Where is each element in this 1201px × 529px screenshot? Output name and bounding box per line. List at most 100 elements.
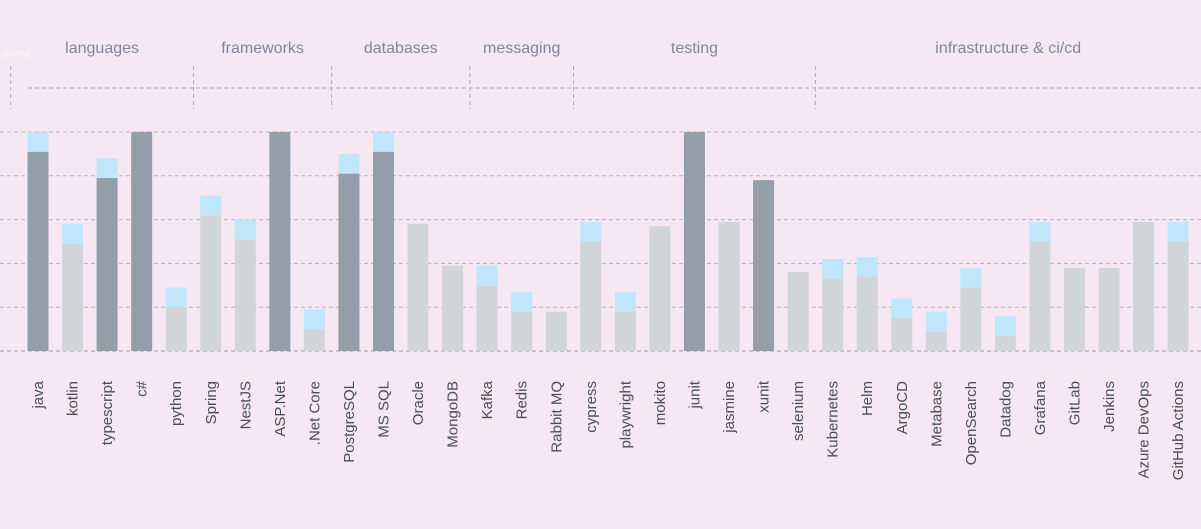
bar-30 <box>1064 267 1085 351</box>
tick-label: Spring <box>203 381 220 424</box>
tick-label: Helm <box>859 381 876 416</box>
bar-18 <box>649 226 671 351</box>
bar-6 <box>234 239 256 351</box>
tick-label: Metabase <box>928 381 945 447</box>
bar-0 <box>27 151 49 351</box>
tick-label: PostgreSQL <box>341 381 358 463</box>
bar-25 <box>891 318 913 351</box>
bar-highlight-24 <box>856 256 878 277</box>
tick-label: NestJS <box>237 381 254 429</box>
tick-label: .Net Core <box>306 381 323 445</box>
bar-13 <box>476 285 498 351</box>
bar-20 <box>718 221 740 351</box>
tick-label: Redis <box>514 381 531 419</box>
group-label: databases <box>364 40 438 57</box>
bar-2 <box>96 177 118 351</box>
tick-label: OpenSearch <box>963 381 980 465</box>
bar-highlight-33 <box>1167 221 1189 242</box>
tick-label: Kubernetes <box>825 381 842 458</box>
bar-highlight-0 <box>27 132 49 152</box>
bar-8 <box>303 329 325 351</box>
tick-label: ArgoCD <box>894 381 911 435</box>
bar-26 <box>925 331 947 351</box>
group-labels: languages frameworks databases messaging tes… <box>65 40 1081 57</box>
bar-10 <box>373 151 394 351</box>
bar-28 <box>994 335 1016 351</box>
group-label: messaging <box>483 40 560 57</box>
bar-22 <box>787 272 809 351</box>
bar-highlight-8 <box>303 309 325 330</box>
tick-label: Jenkins <box>1101 381 1118 432</box>
tick-label: ASP.Net <box>272 380 289 436</box>
bar-highlight-13 <box>476 265 498 286</box>
bars <box>27 132 1189 351</box>
tick-label: junit <box>686 380 703 409</box>
tick-label: MS SQL <box>376 381 393 438</box>
bar-highlight-14 <box>511 291 533 312</box>
bar-3 <box>131 132 153 351</box>
bar-highlight-17 <box>614 291 636 312</box>
bar-highlight-10 <box>373 132 394 152</box>
bar-highlight-29 <box>1029 221 1051 242</box>
bar-highlight-26 <box>925 311 947 332</box>
bar-21 <box>753 180 775 351</box>
bar-17 <box>614 311 636 351</box>
bar-highlight-25 <box>891 298 913 319</box>
tick-label: Grafana <box>1032 380 1049 435</box>
tick-label: GitLab <box>1067 381 1084 425</box>
group-label: testing <box>671 40 718 57</box>
bar-highlight-28 <box>994 315 1016 336</box>
tick-label: playwright <box>617 380 634 448</box>
tick-label: java <box>30 380 47 409</box>
tick-label: Azure DevOps <box>1136 381 1153 479</box>
tick-label: MongoDB <box>445 381 462 448</box>
bar-highlight-5 <box>200 195 222 216</box>
group-dividers <box>10 66 1201 109</box>
tick-label: mokito <box>652 381 669 425</box>
bar-highlight-27 <box>960 267 982 288</box>
tick-label: GitHub Actions <box>1170 381 1187 480</box>
bar-1 <box>62 243 84 351</box>
tick-label: c# <box>134 380 151 397</box>
bar-9 <box>338 173 360 351</box>
bar-12 <box>442 265 464 351</box>
tick-label: selenium <box>790 381 807 441</box>
tick-label: Datadog <box>997 381 1014 438</box>
bar-29 <box>1029 241 1051 351</box>
bar-highlight-6 <box>234 219 256 240</box>
bar-19 <box>683 132 705 351</box>
tick-labels: java kotlin typescript c# python Spring NestJS… <box>30 380 1187 480</box>
tick-label: kotlin <box>65 381 82 416</box>
bar-27 <box>960 287 982 351</box>
bar-highlight-1 <box>62 223 84 244</box>
tick-label: Rabbit MQ <box>548 381 565 453</box>
bar-highlight-4 <box>165 287 187 308</box>
bar-highlight-23 <box>822 259 844 279</box>
bar-7 <box>269 132 291 351</box>
group-label: infrastructure & ci/cd <box>935 40 1081 57</box>
tick-label: jasmine <box>721 381 738 434</box>
bar-4 <box>165 307 187 351</box>
bar-33 <box>1167 241 1189 351</box>
tick-label: xunit <box>756 380 773 413</box>
bar-11 <box>407 223 429 351</box>
watermark: ##### <box>3 49 31 60</box>
group-label: frameworks <box>221 40 304 57</box>
bar-16 <box>580 241 602 351</box>
bar-24 <box>856 276 878 351</box>
tick-label: cypress <box>583 381 600 433</box>
bar-15 <box>545 311 567 351</box>
tick-label: python <box>168 381 185 426</box>
bar-highlight-2 <box>96 158 118 178</box>
bar-highlight-9 <box>338 153 360 174</box>
tick-label: typescript <box>99 380 116 445</box>
bar-23 <box>822 278 844 351</box>
group-label: languages <box>65 40 139 57</box>
bar-31 <box>1098 267 1120 351</box>
tick-label: Oracle <box>410 381 427 425</box>
bar-highlight-16 <box>580 221 602 242</box>
bar-14 <box>511 311 533 351</box>
bar-32 <box>1133 221 1155 351</box>
bar-5 <box>200 215 222 351</box>
